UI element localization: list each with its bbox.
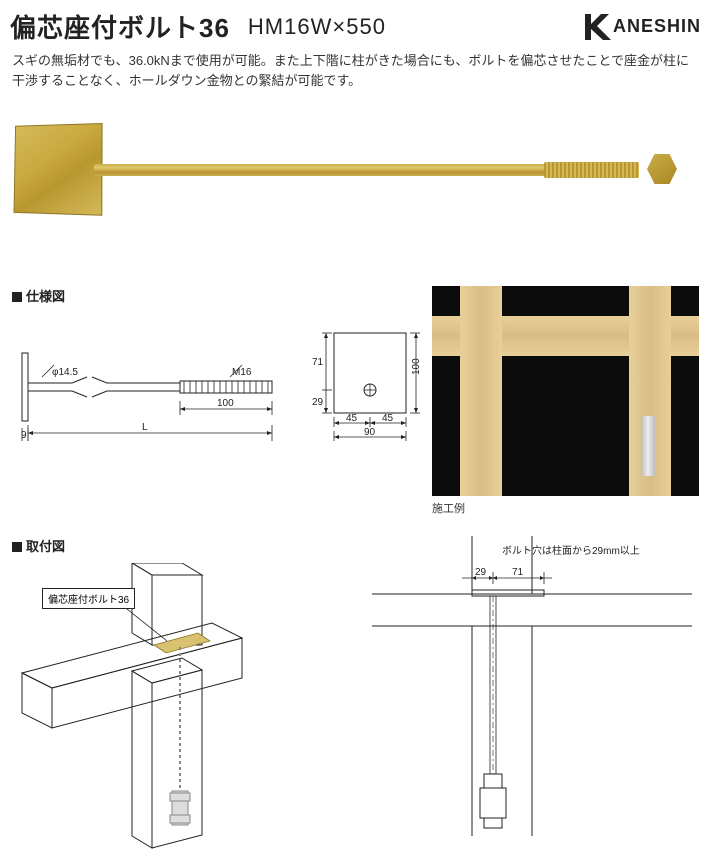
mount-label-text: 取付図 <box>26 539 65 554</box>
dim-plate-thk: 9 <box>21 430 27 441</box>
install-photo <box>432 286 699 496</box>
bolt-nut <box>647 154 677 184</box>
dim-half-w1: 45 <box>346 413 358 424</box>
mid-row: 仕様図 φ14.5 M16 <box>0 286 711 516</box>
dim-height: 100 <box>411 358 422 375</box>
spec-column: 仕様図 φ14.5 M16 <box>12 286 422 516</box>
dim-71: 71 <box>512 567 524 578</box>
square-bullet-icon <box>12 542 22 552</box>
bolt-thread <box>544 162 639 178</box>
product-callout: 偏芯座付ボルト36 <box>42 588 135 609</box>
logo-k-icon <box>583 14 611 40</box>
offset-note: ボルト穴は柱面から29mm以上 <box>502 542 640 557</box>
install-photo-block: 施工例 <box>432 286 699 516</box>
product-photo <box>12 104 699 274</box>
spec-label-text: 仕様図 <box>26 289 65 304</box>
dim-shaft-dia: φ14.5 <box>52 367 78 378</box>
product-model: HM16W×550 <box>248 14 386 40</box>
header: 偏芯座付ボルト36 HM16W×550 ANESHIN <box>0 0 711 49</box>
mount-3d-block: 取付図 <box>12 536 352 846</box>
product-description: スギの無垢材でも、36.0kNまで使用が可能。また上下階に柱がきた場合にも、ボル… <box>0 49 711 96</box>
dim-29: 29 <box>475 567 487 578</box>
bottom-row: 取付図 <box>0 526 711 846</box>
logo-text: ANESHIN <box>613 16 701 37</box>
dim-total-len: L <box>142 422 148 433</box>
install-caption: 施工例 <box>432 500 699 516</box>
bolt-plate <box>14 123 103 216</box>
spec-drawings: φ14.5 M16 100 9 L <box>12 313 422 453</box>
brand-logo: ANESHIN <box>583 14 701 40</box>
wood-post-left <box>460 286 502 496</box>
spec-section-label: 仕様図 <box>12 286 422 305</box>
spec-top-drawing: 71 29 100 45 45 90 <box>304 313 424 463</box>
dim-upper-h: 71 <box>312 357 324 368</box>
mount-2d-drawing: 29 71 <box>372 536 692 836</box>
dim-hole-bottom: 29 <box>312 397 324 408</box>
dim-half-w2: 45 <box>382 413 394 424</box>
mount-2d-block: 29 71 ボルト穴は柱面から29mm以上 <box>372 536 699 846</box>
thread-hatch <box>180 381 272 393</box>
spec-side-drawing: φ14.5 M16 100 9 L <box>12 333 292 453</box>
dim-thread-len: 100 <box>217 398 234 409</box>
mount-section-label: 取付図 <box>12 536 352 555</box>
square-bullet-icon <box>12 292 22 302</box>
dim-width: 90 <box>364 427 376 438</box>
product-title: 偏芯座付ボルト36 <box>10 8 230 45</box>
hardware-icon <box>641 416 655 476</box>
